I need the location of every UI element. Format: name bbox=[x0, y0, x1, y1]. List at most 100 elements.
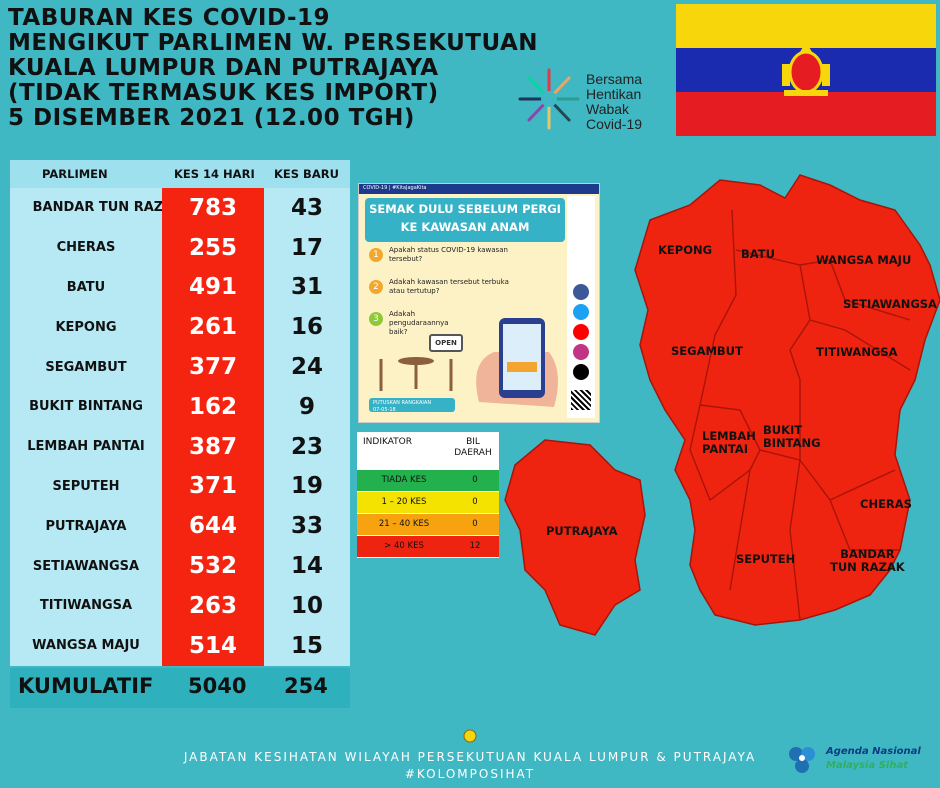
poster-heading-1: SEMAK DULU SEBELUM PERGI bbox=[369, 202, 561, 216]
title-line: (TIDAK TERMASUK KES IMPORT) bbox=[8, 80, 439, 106]
new-cases: 43 bbox=[264, 188, 350, 228]
parlimen-name: BATU bbox=[10, 267, 162, 308]
cases-14-day: 532 bbox=[162, 546, 264, 586]
map-label-cheras: CHERAS bbox=[860, 497, 912, 511]
crest-icon bbox=[463, 729, 477, 743]
map-label-lembah-pantai-1: LEMBAH bbox=[702, 429, 756, 443]
facebook-icon bbox=[573, 284, 589, 300]
new-cases: 17 bbox=[264, 227, 350, 268]
parlimen-name: BUKIT BINTANG bbox=[10, 386, 162, 427]
cases-14-day: 387 bbox=[162, 426, 264, 467]
campaign-text: Hentikan bbox=[586, 86, 642, 102]
poster-q3: Adakah pengudaraannya baik? bbox=[389, 310, 449, 336]
map-label-segambut: SEGAMBUT bbox=[671, 344, 743, 358]
page-title: TABURAN KES COVID-19 MENGIKUT PARLIMEN W… bbox=[8, 6, 568, 131]
total-label: KUMULATIF bbox=[18, 674, 154, 698]
table-row: CHERAS 255 17 bbox=[10, 227, 350, 268]
legend-header-indikator: INDIKATOR bbox=[363, 437, 413, 447]
campaign-text: Covid-19 bbox=[586, 116, 643, 132]
new-cases: 9 bbox=[264, 386, 350, 427]
legend-label: TIADA KES bbox=[381, 475, 427, 485]
poster-footer-tag: PUTUSKAN RANGKAIAN bbox=[373, 400, 432, 406]
cases-14-day: 644 bbox=[162, 506, 264, 547]
total-new: 254 bbox=[284, 674, 328, 698]
parlimen-name: PUTRAJAYA bbox=[10, 506, 162, 547]
map-label-bukit-bintang-2: BINTANG bbox=[763, 436, 821, 450]
legend-count: 12 bbox=[469, 541, 481, 551]
table-row: SEGAMBUT 377 24 bbox=[10, 347, 350, 387]
cases-table: PARLIMEN KES 14 HARI KES BARU BANDAR TUN… bbox=[10, 160, 350, 666]
agenda-line-2: Malaysia Sihat bbox=[826, 760, 908, 771]
map-putrajaya bbox=[504, 439, 646, 636]
footer-department: JABATAN KESIHATAN WILAYAH PERSEKUTUAN KU… bbox=[183, 750, 757, 764]
legend-label: 1 – 20 KES bbox=[381, 497, 427, 507]
cases-14-day: 491 bbox=[162, 267, 264, 308]
title-line: MENGIKUT PARLIMEN W. PERSEKUTUAN bbox=[8, 30, 538, 56]
title-line: KUALA LUMPUR DAN PUTRAJAYA bbox=[8, 55, 439, 81]
map-label-bandar-tun-razak: BANDAR TUN RAZAK bbox=[830, 548, 905, 574]
new-cases: 31 bbox=[264, 267, 350, 308]
parlimen-name: KEPONG bbox=[10, 307, 162, 348]
legend-count: 0 bbox=[472, 497, 478, 507]
cases-14-day: 514 bbox=[162, 625, 264, 666]
poster-footer-date: 07-05-18 bbox=[373, 407, 396, 413]
footer-hashtag: #KOLOMPOSIHAT bbox=[404, 767, 536, 781]
table-row: SEPUTEH 371 19 bbox=[10, 466, 350, 507]
map-label-bukit-bintang-1: BUKIT bbox=[763, 423, 803, 437]
parlimen-name: SEGAMBUT bbox=[10, 347, 162, 387]
header-kes-14-hari: KES 14 HARI bbox=[174, 167, 255, 181]
open-sign: OPEN bbox=[429, 334, 463, 352]
poster-q2: Adakah kawasan tersebut terbuka atau ter… bbox=[389, 278, 509, 295]
new-cases: 10 bbox=[264, 585, 350, 626]
cafe-table-icon bbox=[379, 357, 453, 391]
instagram-icon bbox=[573, 344, 589, 360]
table-row: BUKIT BINTANG 162 9 bbox=[10, 386, 350, 427]
legend-row: 1 – 20 KES 0 bbox=[357, 492, 499, 513]
map-label-setiawangsa: SETIAWANGSA bbox=[843, 297, 937, 311]
table-row: BANDAR TUN RAZAK 783 43 bbox=[10, 188, 350, 228]
indicator-legend: INDIKATOR BIL DAERAH TIADA KES 0 1 – 20 KE… bbox=[357, 432, 499, 558]
campaign-text: Wabak bbox=[586, 101, 630, 117]
table-row: LEMBAH PANTAI 387 23 bbox=[10, 426, 350, 467]
map-kl bbox=[634, 174, 940, 626]
map-label-btr-2: TUN RAZAK bbox=[830, 560, 905, 574]
cases-14-day: 162 bbox=[162, 386, 264, 427]
new-cases: 33 bbox=[264, 506, 350, 547]
flower-icon bbox=[789, 747, 815, 773]
legend-header-bil-daerah: BIL DAERAH bbox=[454, 437, 492, 458]
table-row: SETIAWANGSA 532 14 bbox=[10, 546, 350, 586]
title-line: TABURAN KES COVID-19 bbox=[8, 5, 331, 31]
map-label-titiwangsa: TITIWANGSA bbox=[816, 345, 898, 359]
parlimen-name: WANGSA MAJU bbox=[10, 625, 162, 666]
total-cases14: 5040 bbox=[188, 674, 247, 698]
legend-row: 21 – 40 KES 0 bbox=[357, 514, 499, 535]
total-row: KUMULATIF 5040 254 bbox=[10, 668, 350, 708]
new-cases: 19 bbox=[264, 466, 350, 507]
parlimen-name: SETIAWANGSA bbox=[10, 546, 162, 586]
new-cases: 15 bbox=[264, 625, 350, 666]
map-label-putrajaya: PUTRAJAYA bbox=[546, 524, 618, 538]
legend-label: 21 – 40 KES bbox=[378, 519, 430, 529]
cases-14-day: 255 bbox=[162, 227, 264, 268]
legend-label: > 40 KES bbox=[384, 541, 424, 551]
tiktok-icon bbox=[573, 364, 589, 380]
table-row: TITIWANGSA 263 10 bbox=[10, 585, 350, 626]
legend-count: 0 bbox=[472, 475, 478, 485]
table-row: BATU 491 31 bbox=[10, 267, 350, 308]
parlimen-name: SEPUTEH bbox=[10, 466, 162, 507]
parlimen-name: CHERAS bbox=[10, 227, 162, 268]
parlimen-name: TITIWANGSA bbox=[10, 585, 162, 626]
poster-q1: Apakah status COVID-19 kawasan tersebut? bbox=[389, 246, 508, 263]
new-cases: 14 bbox=[264, 546, 350, 586]
map-label-lembah-pantai: LEMBAH PANTAI bbox=[702, 430, 756, 456]
cases-14-day: 783 bbox=[162, 188, 264, 228]
youtube-icon bbox=[573, 324, 589, 340]
poster-heading-2: KE KAWASAN ANAM bbox=[400, 220, 530, 234]
map-label-batu: BATU bbox=[741, 247, 775, 261]
new-cases: 23 bbox=[264, 426, 350, 467]
title-line: 5 DISEMBER 2021 (12.00 TGH) bbox=[8, 105, 415, 131]
sunburst-icon bbox=[518, 68, 580, 130]
header-parlimen: PARLIMEN bbox=[42, 167, 108, 181]
step-2-icon: 2 bbox=[369, 280, 383, 294]
legend-count: 0 bbox=[472, 519, 478, 529]
